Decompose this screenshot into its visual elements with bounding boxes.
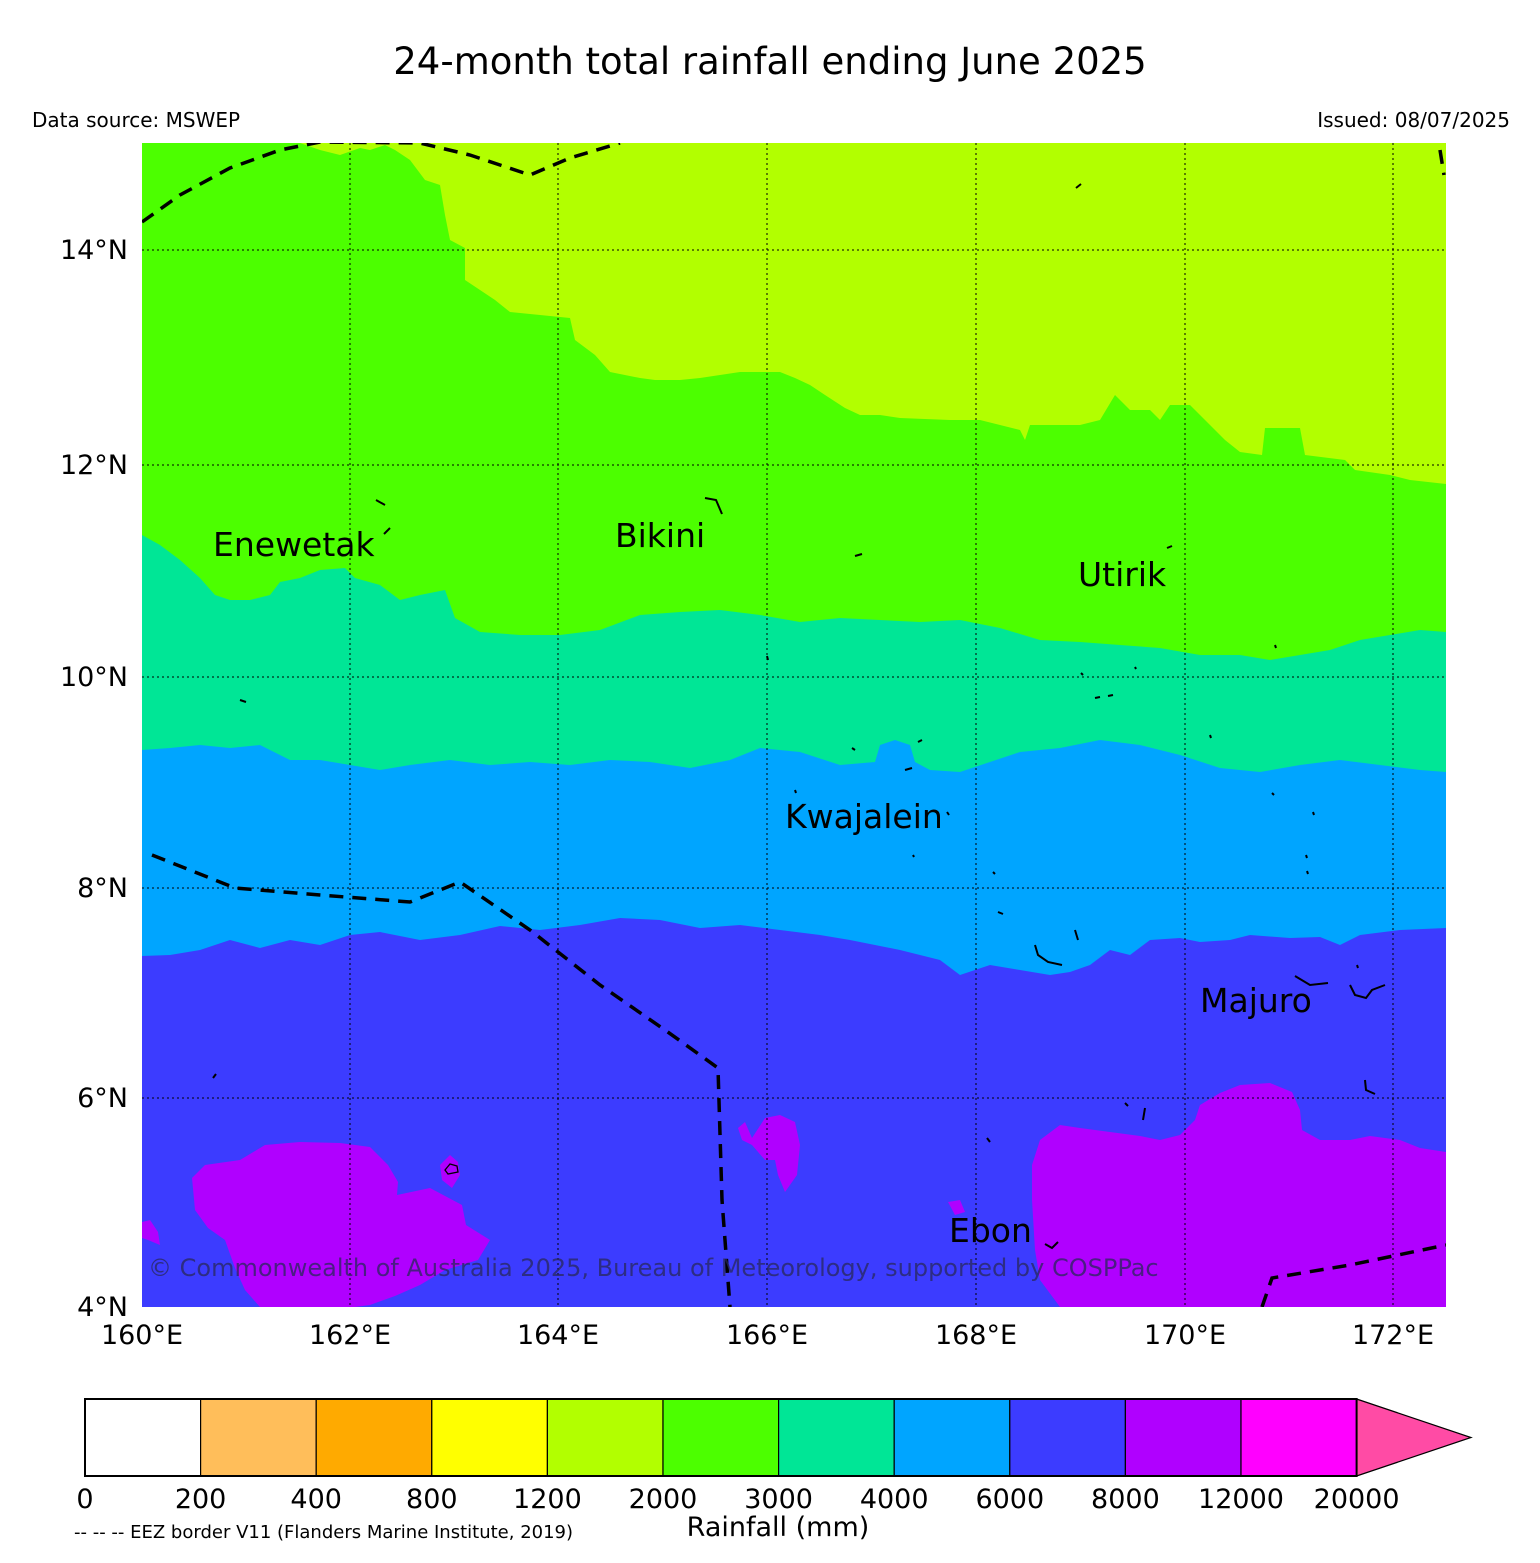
small-atoll-outline (854, 553, 1114, 699)
colorbar-swatches (84, 1398, 1473, 1477)
issued-date-label: Issued: 08/07/2025 (1317, 108, 1510, 132)
lon-label-160e: 160°E (101, 1320, 183, 1351)
lat-label-10n: 10°N (60, 662, 128, 693)
data-source-label: Data source: MSWEP (32, 108, 241, 132)
island-outlines (212, 183, 1386, 1250)
colorbar-tick-labels: 0 200 400 800 1200 2000 3000 4000 6000 8000 12000 2… (76, 1484, 1399, 1515)
band-8000-12000-west-edge (142, 1220, 160, 1245)
colorbar-swatch (777, 1398, 895, 1477)
colorbar-tick-label: 3000 (744, 1484, 813, 1515)
colorbar-swatch (200, 1398, 317, 1477)
ebon-atoll-outline (1044, 1241, 1059, 1250)
colorbar-tick-label: 8000 (1091, 1484, 1160, 1515)
longitude-labels: 160°E 162°E 164°E 166°E 168°E 170°E 172°… (101, 1320, 1434, 1351)
small-island-outline (212, 183, 1359, 1143)
eez-border-east (1438, 149, 1446, 176)
colorbar-tick-label: 2000 (629, 1484, 698, 1515)
graticule (142, 143, 1446, 1307)
place-label-enewetak: Enewetak (213, 525, 376, 564)
lon-label-168e: 168°E (935, 1320, 1017, 1351)
lon-label-162e: 162°E (309, 1320, 391, 1351)
lat-label-6n: 6°N (77, 1083, 128, 1114)
lat-label-12n: 12°N (60, 450, 128, 481)
rainfall-bands (142, 143, 1446, 1307)
eez-border-south (1260, 1243, 1446, 1307)
colorbar-tick-label: 6000 (975, 1484, 1044, 1515)
colorbar-tick-label: 12000 (1198, 1484, 1284, 1515)
place-label-ebon: Ebon (949, 1211, 1032, 1250)
colorbar: 0 200 400 800 1200 2000 3000 4000 6000 8000 12000 2… (76, 1398, 1473, 1515)
band-8000-12000-east (1032, 1083, 1446, 1307)
band-8000-12000-ebon (948, 1200, 965, 1215)
colorbar-tick-label: 1200 (513, 1484, 582, 1515)
place-label-kwajalein: Kwajalein (785, 797, 943, 836)
colorbar-swatch (662, 1398, 780, 1477)
eez-border-north (142, 143, 621, 224)
jaluit-outline (1124, 1102, 1146, 1121)
place-labels: Enewetak Bikini Utirik Kwajalein Majuro … (213, 516, 1312, 1250)
lat-label-8n: 8°N (77, 873, 128, 904)
colorbar-swatch (431, 1398, 548, 1477)
copyright-notice: © Commonwealth of Australia 2025, Bureau… (148, 1254, 1159, 1282)
bikini-atoll-outline (704, 497, 723, 515)
colorbar-swatch (893, 1398, 1011, 1477)
colorbar-tick-label: 20000 (1314, 1484, 1400, 1515)
enewetak-atoll-outline (375, 499, 391, 535)
eez-border-west (151, 853, 732, 1307)
band-8000-12000-central (738, 1115, 800, 1192)
band-8000-12000-west (192, 1142, 490, 1307)
place-label-utirik: Utirik (1078, 555, 1167, 594)
colorbar-title: Rainfall (mm) (686, 1512, 870, 1543)
band-8000-12000-small (440, 1155, 460, 1188)
colorbar-extend-arrow (1355, 1398, 1473, 1477)
lon-label-164e: 164°E (517, 1320, 599, 1351)
utirik-outline (1166, 545, 1173, 549)
colorbar-tick-label: 4000 (860, 1484, 929, 1515)
colorbar-swatch (546, 1398, 664, 1477)
kwajalein-atoll-outline (904, 739, 923, 771)
page-title: 24-month total rainfall ending June 2025 (393, 40, 1147, 83)
colorbar-swatch (1124, 1398, 1242, 1477)
colorbar-tick-label: 800 (406, 1484, 458, 1515)
colorbar-swatch (1240, 1398, 1358, 1477)
west-island-outline (444, 1163, 459, 1175)
colorbar-tick-label: 200 (175, 1484, 227, 1515)
majuro-atoll-outline (1294, 975, 1386, 1000)
eez-borders (142, 143, 1446, 1307)
ailinglaplap-outline (1034, 929, 1079, 966)
lat-label-4n: 4°N (77, 1292, 128, 1323)
colorbar-swatch (315, 1398, 433, 1477)
band-1200-2000 (300, 143, 1446, 484)
lon-label-170e: 170°E (1144, 1320, 1226, 1351)
colorbar-tick-label: 400 (290, 1484, 342, 1515)
lat-label-14n: 14°N (60, 235, 128, 266)
colorbar-swatch (1009, 1398, 1126, 1477)
latitude-labels: 14°N 12°N 10°N 8°N 6°N 4°N (60, 235, 128, 1323)
place-label-bikini: Bikini (615, 516, 705, 555)
colorbar-frame (84, 1398, 1358, 1477)
lon-label-166e: 166°E (726, 1320, 808, 1351)
mili-outline (1364, 1079, 1376, 1095)
lon-label-172e: 172°E (1352, 1320, 1434, 1351)
eez-border-note: -- -- -- EEZ border V11 (Flanders Marine… (74, 1522, 574, 1543)
place-label-majuro: Majuro (1200, 981, 1312, 1020)
colorbar-swatch (84, 1398, 202, 1477)
colorbar-tick-label: 0 (76, 1484, 93, 1515)
